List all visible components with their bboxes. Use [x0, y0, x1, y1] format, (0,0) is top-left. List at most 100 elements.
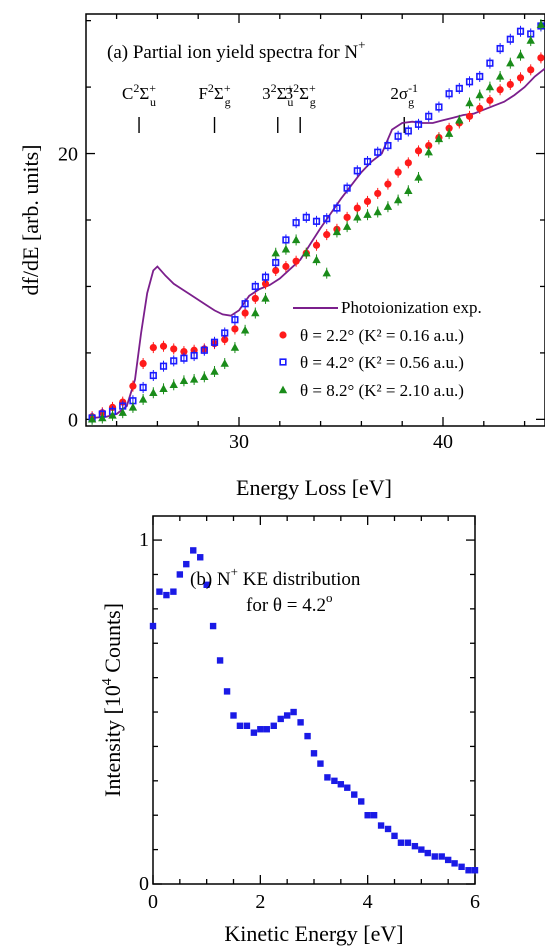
ke-data-point	[418, 846, 425, 853]
data-point-4.2deg	[149, 371, 157, 380]
ke-data-point	[458, 863, 465, 871]
data-point-2.2deg	[129, 382, 137, 390]
data-point-4.2deg	[486, 59, 494, 67]
data-point-8.2deg	[128, 402, 138, 411]
data-point-2.2deg	[374, 189, 382, 198]
ke-data-point	[163, 591, 170, 599]
data-point-4.2deg	[272, 258, 280, 267]
data-point-8.2deg	[444, 129, 454, 137]
data-point-8.2deg	[189, 375, 199, 383]
x-tick-label: 4	[363, 891, 373, 913]
data-point-8.2deg	[373, 207, 382, 216]
ke-data-point	[243, 722, 251, 729]
ke-data-point	[438, 853, 445, 860]
data-point-4.2deg	[384, 141, 392, 150]
ke-data-point	[197, 554, 204, 561]
data-point-8.2deg	[149, 388, 158, 396]
ke-data-point	[358, 798, 365, 805]
x-tick-label: 0	[148, 891, 158, 913]
legend-marker	[279, 331, 287, 339]
data-point-4.2deg	[170, 357, 178, 365]
data-point-2.2deg	[363, 197, 372, 205]
legend-entry: Photoionization exp.	[341, 298, 482, 317]
data-point-2.2deg	[404, 159, 412, 167]
data-point-4.2deg	[231, 316, 239, 324]
ke-data-point	[290, 708, 297, 716]
ke-data-point	[364, 812, 371, 819]
data-point-4.2deg	[282, 236, 290, 244]
ke-data-point	[257, 726, 264, 733]
ke-data-point	[230, 712, 237, 719]
data-point-8.2deg	[281, 244, 291, 253]
ke-data-point	[444, 856, 452, 864]
data-point-8.2deg	[536, 20, 545, 28]
data-point-2.2deg	[251, 294, 259, 303]
data-point-4.2deg	[496, 44, 504, 53]
data-point-8.2deg	[322, 268, 331, 277]
data-point-8.2deg	[312, 255, 321, 264]
data-point-2.2deg	[312, 241, 321, 249]
data-point-4.2deg	[363, 157, 372, 166]
data-point-4.2deg	[455, 84, 463, 93]
panel-b-x-axis-label: Kinetic Energy [eV]	[224, 921, 403, 946]
legend-entry: θ = 2.2° (K² = 0.16 a.u.)	[300, 326, 464, 345]
series-triangle	[87, 19, 545, 425]
ke-data-point	[223, 688, 231, 695]
panel-b-title: (b) N+ KE distribution	[190, 564, 361, 590]
data-point-8.2deg	[434, 134, 444, 143]
panel-a-legend: Photoionization exp. θ = 2.2° (K² = 0.16 …	[278, 298, 482, 400]
y-tick-label: 1	[139, 529, 149, 551]
ke-data-point	[283, 712, 291, 719]
panel-a-x-axis-label: Energy Loss [eV]	[236, 475, 392, 500]
data-point-4.2deg	[190, 351, 198, 360]
ke-data-point	[304, 732, 311, 740]
ke-data-point	[331, 777, 338, 785]
data-point-2.2deg	[384, 180, 392, 188]
data-point-8.2deg	[271, 248, 280, 257]
data-point-8.2deg	[230, 343, 240, 351]
data-point-8.2deg	[169, 380, 178, 388]
legend-entry: θ = 4.2° (K² = 0.56 a.u.)	[300, 353, 464, 372]
ke-data-point	[411, 842, 419, 850]
data-point-4.2deg	[221, 329, 229, 337]
data-point-4.2deg	[394, 132, 402, 140]
data-point-2.2deg	[506, 80, 514, 89]
ke-data-point	[263, 726, 270, 733]
data-point-2.2deg	[476, 104, 484, 112]
ke-data-point	[170, 588, 177, 595]
data-point-2.2deg	[353, 204, 361, 212]
data-point-8.2deg	[485, 82, 495, 91]
ke-data-point	[190, 547, 197, 554]
data-point-8.2deg	[363, 210, 372, 218]
ke-data-point	[209, 622, 217, 630]
data-point-8.2deg	[383, 202, 393, 210]
data-point-4.2deg	[312, 217, 321, 225]
data-point-8.2deg	[302, 248, 311, 257]
data-point-8.2deg	[516, 50, 525, 59]
data-point-2.2deg	[170, 345, 178, 353]
panel-a-title: (a) Partial ion yield spectra for N+	[107, 37, 365, 63]
photoionization-curve	[92, 67, 545, 419]
ke-data-point	[236, 722, 244, 729]
ke-data-point	[203, 581, 210, 588]
data-point-8.2deg	[404, 186, 413, 194]
data-point-4.2deg	[414, 120, 423, 128]
x-tick-label: 30	[229, 431, 249, 453]
y-tick-label: 0	[139, 873, 149, 895]
state-label: 32Σ+ g	[285, 81, 316, 109]
state-label: F2Σ+ g	[198, 81, 230, 109]
data-point-4.2deg	[506, 35, 514, 43]
data-point-8.2deg	[210, 367, 219, 375]
ke-data-point	[391, 832, 398, 840]
data-point-4.2deg	[251, 282, 259, 291]
ke-data-point	[216, 657, 224, 664]
ke-data-point	[250, 729, 258, 736]
data-point-4.2deg	[302, 213, 310, 221]
ke-data-point	[397, 839, 405, 846]
data-point-4.2deg	[404, 127, 412, 135]
ke-data-point	[370, 812, 378, 819]
state-label: 32Σ+ u	[262, 81, 293, 109]
ke-data-point	[149, 622, 157, 630]
x-tick-label: 6	[470, 891, 480, 913]
